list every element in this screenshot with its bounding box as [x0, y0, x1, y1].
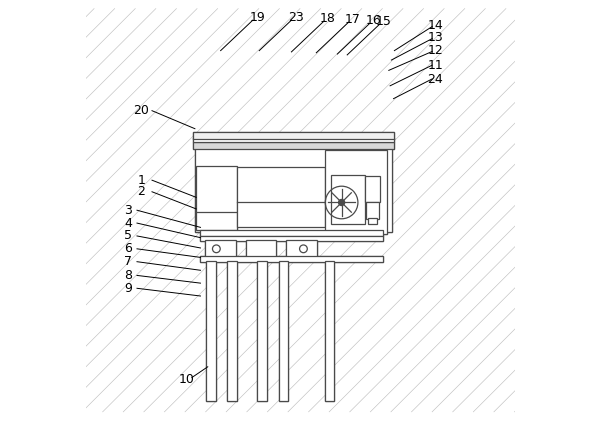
Bar [227, 261, 236, 401]
Text: 1: 1 [137, 174, 145, 187]
Bar [193, 132, 394, 139]
Bar [286, 240, 317, 257]
Bar [365, 176, 380, 202]
Bar [200, 256, 383, 262]
Bar [206, 261, 216, 401]
Bar [331, 175, 365, 224]
Bar [193, 138, 394, 142]
Bar [196, 166, 237, 230]
Text: 4: 4 [124, 217, 133, 230]
Text: 24: 24 [427, 73, 443, 86]
Text: 23: 23 [288, 11, 304, 24]
Bar [257, 261, 266, 401]
Text: 3: 3 [124, 204, 133, 217]
Bar [367, 202, 379, 219]
Bar [205, 240, 236, 257]
Bar [193, 142, 394, 149]
Text: 19: 19 [249, 11, 265, 24]
Bar [227, 261, 236, 401]
Text: 10: 10 [178, 373, 194, 386]
Bar [245, 240, 277, 257]
Text: 7: 7 [124, 255, 133, 268]
Bar [331, 175, 365, 224]
Bar [193, 138, 394, 142]
Bar [325, 150, 387, 234]
Text: 15: 15 [376, 15, 392, 28]
Bar [196, 212, 237, 230]
Text: 13: 13 [427, 31, 443, 44]
Bar [200, 230, 383, 236]
Circle shape [338, 199, 344, 205]
Bar [286, 240, 317, 257]
Bar [205, 240, 236, 257]
Text: 14: 14 [427, 19, 443, 32]
Bar [206, 261, 216, 401]
Bar [237, 167, 325, 227]
Bar [195, 148, 392, 232]
Text: 18: 18 [320, 12, 336, 25]
Bar [200, 230, 383, 236]
Text: 11: 11 [427, 59, 443, 72]
Bar [257, 261, 266, 401]
Bar [200, 236, 383, 241]
Bar [195, 148, 392, 232]
Text: 8: 8 [124, 269, 133, 282]
Bar [325, 261, 334, 401]
Text: 16: 16 [366, 14, 382, 27]
Bar [193, 142, 394, 149]
Bar [278, 261, 288, 401]
Text: 9: 9 [124, 282, 133, 295]
Bar [325, 261, 334, 401]
Bar [278, 261, 288, 401]
Bar [200, 236, 383, 241]
Bar [368, 218, 377, 224]
Text: 20: 20 [133, 104, 149, 117]
Text: 12: 12 [427, 44, 443, 57]
Bar [193, 132, 394, 139]
Text: 5: 5 [124, 230, 133, 242]
Bar [196, 166, 237, 230]
Bar [245, 240, 277, 257]
Text: 6: 6 [124, 242, 133, 255]
Bar [237, 167, 325, 227]
Bar [325, 150, 387, 234]
Text: 17: 17 [345, 13, 361, 26]
Bar [200, 256, 383, 262]
Text: 2: 2 [137, 185, 145, 198]
